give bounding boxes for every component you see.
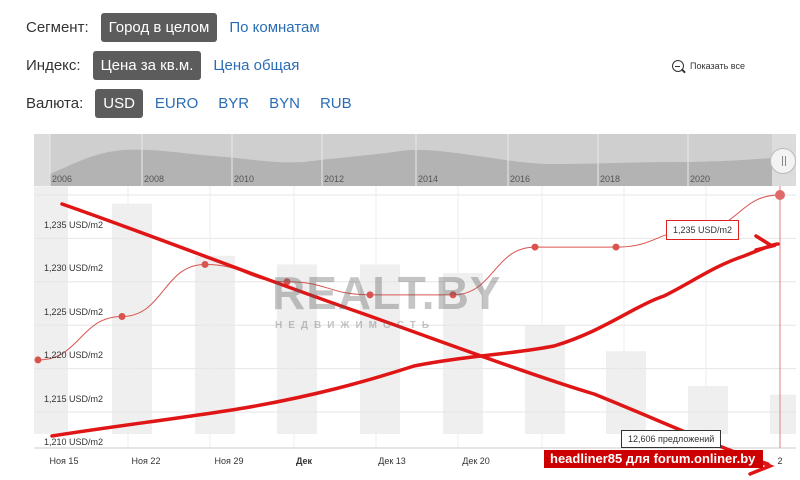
y-tick-label: 1,235 USD/m2 xyxy=(44,220,104,230)
navigator-year-label: 2018 xyxy=(600,174,620,184)
price-series-point xyxy=(449,291,457,299)
x-tick-label: Дек 20 xyxy=(462,456,490,466)
x-tick-label: Ноя 29 xyxy=(214,456,244,466)
currency-option-byn[interactable]: BYN xyxy=(269,94,300,112)
navigator-area xyxy=(50,149,772,186)
price-series-point xyxy=(531,243,539,251)
currency-option-euro[interactable]: EURO xyxy=(154,94,199,112)
navigator-year-label: 2020 xyxy=(690,174,710,184)
background-bar xyxy=(360,264,400,434)
show-all-button[interactable]: Показать все xyxy=(672,60,745,72)
price-series-point xyxy=(34,356,42,364)
annotation-uptrend-stroke xyxy=(50,242,780,438)
y-tick-label: 1,220 USD/m2 xyxy=(44,350,104,360)
y-tick-label: 1,230 USD/m2 xyxy=(44,263,104,273)
price-tooltip: 1,235 USD/m2 xyxy=(666,220,740,240)
background-bar xyxy=(688,385,728,434)
price-series-point xyxy=(283,278,291,286)
background-bar xyxy=(112,203,152,434)
price-series-point xyxy=(366,291,374,299)
annotation-up-arrowhead xyxy=(754,234,777,252)
x-tick-label: Дек xyxy=(295,456,313,466)
plot-svg xyxy=(28,186,800,476)
background-bar xyxy=(195,255,235,434)
currency-label: Валюта: xyxy=(26,94,84,112)
currency-option-usd[interactable]: USD xyxy=(95,88,143,118)
segment-row: Сегмент: Город в целом По комнатам xyxy=(26,8,364,46)
currency-option-byr[interactable]: BYR xyxy=(218,94,250,112)
x-tick-label: Ноя 22 xyxy=(131,456,161,466)
background-bar xyxy=(770,394,800,434)
index-row: Индекс: Цена за кв.м. Цена общая xyxy=(26,46,364,84)
navigator-year-label: 2006 xyxy=(52,174,72,184)
offers-count-tooltip: 12,606 предложений xyxy=(621,430,722,448)
y-tick-label: 1,210 USD/m2 xyxy=(44,437,104,447)
y-tick-label: 1,215 USD/m2 xyxy=(44,394,104,404)
navigator-year-label: 2014 xyxy=(418,174,438,184)
plot-area xyxy=(28,186,800,480)
annotation-downtrend-stroke xyxy=(60,202,770,466)
navigator-year-label: 2012 xyxy=(324,174,344,184)
x-tick-label: 2 xyxy=(777,456,783,466)
price-series-point xyxy=(775,190,785,200)
navigator-year-label: 2008 xyxy=(144,174,164,184)
background-bar xyxy=(606,351,646,434)
navigator-svg: 2006 2008 2010 2012 2014 2016 2018 2020 xyxy=(49,134,772,186)
x-tick-label: Дек 13 xyxy=(378,456,406,466)
watermark-subtitle: НЕДВИЖИМОСТЬ xyxy=(275,320,436,331)
index-option-total[interactable]: Цена общая xyxy=(213,56,300,74)
navigator-handle[interactable] xyxy=(770,148,796,174)
price-series-point xyxy=(201,260,209,268)
currency-option-rub[interactable]: RUB xyxy=(319,94,352,112)
navigator-year-label: 2016 xyxy=(510,174,530,184)
price-series-point xyxy=(612,243,620,251)
background-bar xyxy=(28,186,68,434)
range-navigator[interactable]: 2006 2008 2010 2012 2014 2016 2018 2020 xyxy=(34,134,796,186)
y-tick-label: 1,225 USD/m2 xyxy=(44,307,104,317)
currency-row: Валюта: USD EURO BYR BYN RUB xyxy=(26,84,364,122)
segment-option-rooms[interactable]: По комнатам xyxy=(229,18,320,36)
zoom-out-icon xyxy=(672,60,684,72)
price-chart: 2006 2008 2010 2012 2014 2016 2018 2020 xyxy=(28,134,800,480)
index-option-per-sqm[interactable]: Цена за кв.м. xyxy=(92,50,202,80)
author-credit: headliner85 для forum.onliner.by xyxy=(544,450,764,468)
price-series-line xyxy=(37,194,781,361)
filter-controls: Сегмент: Город в целом По комнатам Индек… xyxy=(26,8,364,122)
x-tick-label: Ноя 15 xyxy=(49,456,79,466)
segment-option-city[interactable]: Город в целом xyxy=(100,12,218,42)
background-bar xyxy=(277,264,317,434)
segment-label: Сегмент: xyxy=(26,18,89,36)
show-all-label: Показать все xyxy=(690,61,745,71)
index-label: Индекс: xyxy=(26,56,81,74)
navigator-year-label: 2010 xyxy=(234,174,254,184)
price-series-point xyxy=(118,313,126,321)
watermark-logo: REALT.BY xyxy=(272,267,502,319)
